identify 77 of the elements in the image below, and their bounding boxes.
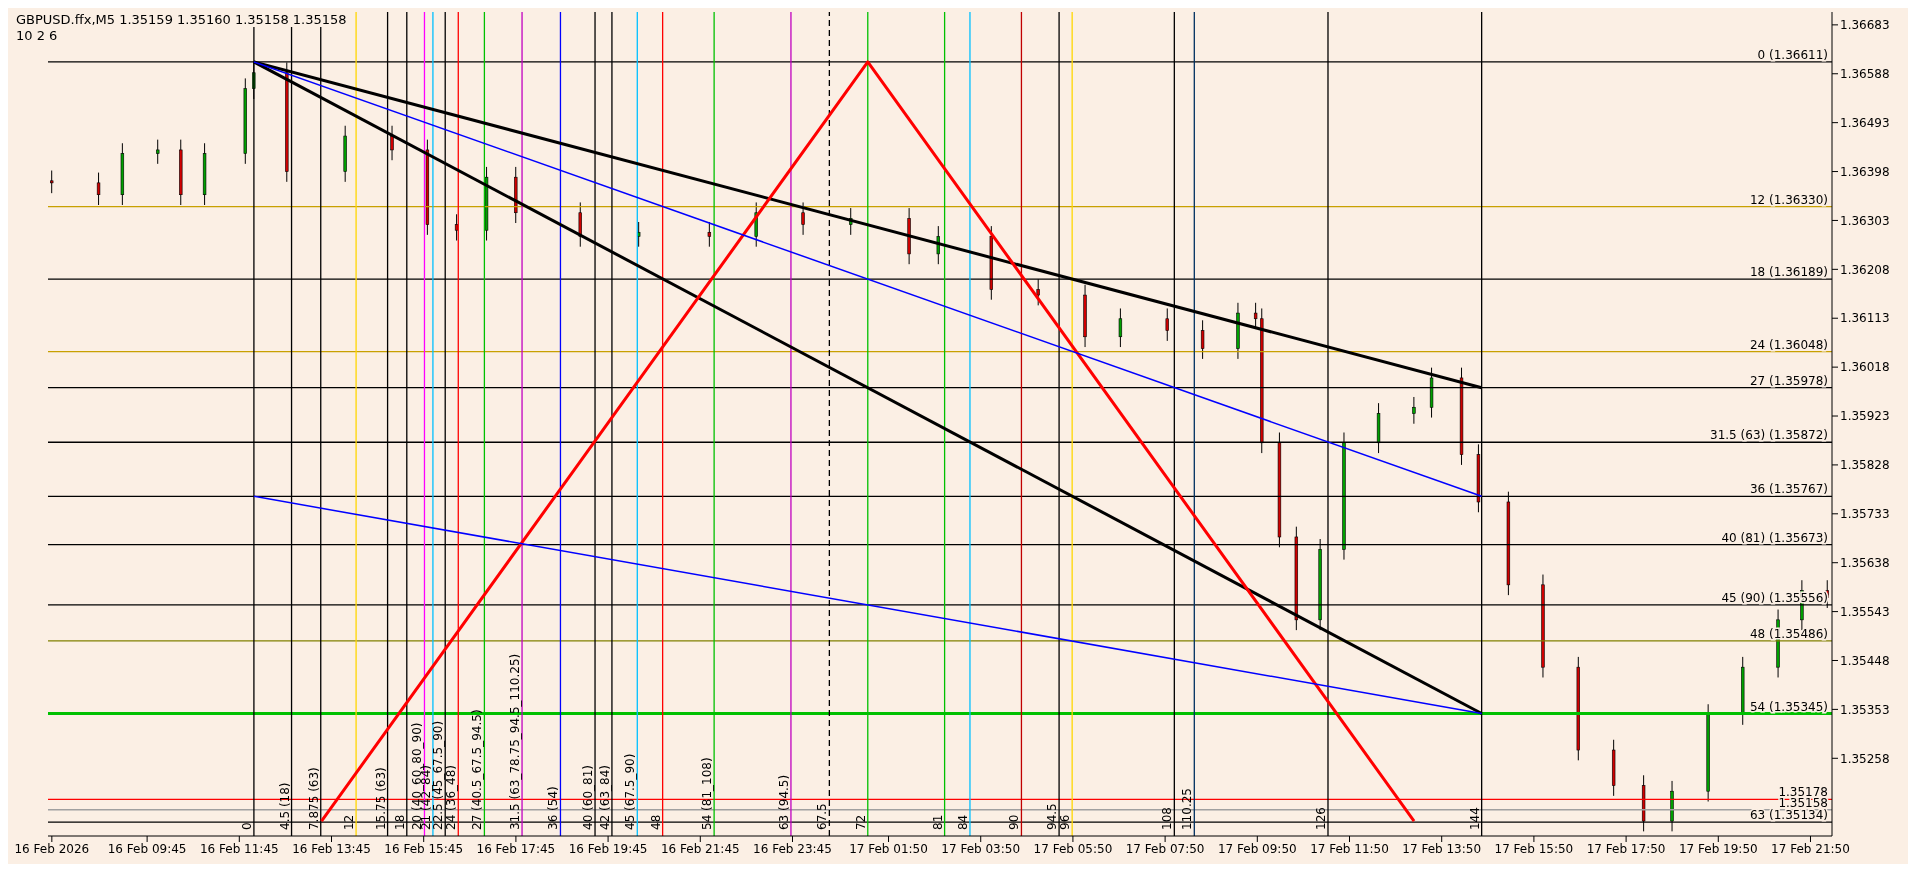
y-tick-label: 1.35543 [1840, 604, 1890, 619]
ref-line-label: 0 (1.36611) [1757, 47, 1828, 62]
ref-line-label: 81 [930, 814, 945, 830]
x-tick-label: 16 Feb 21:45 [660, 841, 740, 856]
x-tick-label: 16 Feb 09:45 [107, 841, 187, 856]
ref-line-label: 72 [853, 814, 868, 830]
ref-line-label: 0 [239, 822, 254, 830]
ref-line-label: 110.25 [1180, 788, 1195, 830]
ref-line-label: 40 (60_81) [581, 765, 596, 830]
ref-line-label: 12 (1.36330) [1749, 192, 1828, 207]
ref-line-label: 31.5 (63_78.75_94.5_110.25) [508, 653, 523, 830]
y-tick-label: 1.35733 [1840, 507, 1890, 522]
ref-line-label: 27 (40.5_67.5_94.5) [470, 709, 485, 830]
ref-line-label: 18 (1.36189) [1749, 265, 1828, 280]
y-tick-label: 1.35828 [1840, 458, 1890, 473]
ref-line-label: 24 (36_48) [444, 765, 459, 830]
y-tick-label: 1.36113 [1840, 311, 1890, 326]
y-tick-label: 1.36588 [1840, 67, 1890, 82]
ref-line-label: 54 (1.35345) [1749, 699, 1828, 714]
ref-line-label: 67.5 [815, 803, 830, 830]
y-tick-label: 1.36208 [1840, 262, 1890, 277]
ref-line-label: 94.5 [1045, 803, 1060, 830]
x-tick-label: 16 Feb 15:45 [384, 841, 464, 856]
chart-title: GBPUSD.ffx,M5 1.35159 1.35160 1.35158 1.35158 [16, 12, 347, 27]
ref-line-label: 24 (1.36048) [1749, 337, 1828, 352]
x-tick-label: 16 Feb 19:45 [568, 841, 648, 856]
ref-line-label: 90 [1007, 814, 1022, 830]
ref-line-label: 54 (81_108) [700, 757, 715, 830]
ref-line-label: 96 [1058, 814, 1073, 830]
ref-line-label: 40 (81) (1.35673) [1721, 530, 1828, 545]
ref-line-label: 12 [342, 814, 357, 830]
ref-line-label: 1.35158 [1778, 795, 1828, 810]
ref-line-label: 63 (1.35134) [1749, 808, 1828, 823]
y-tick-label: 1.36303 [1840, 213, 1890, 228]
y-tick-label: 1.35258 [1840, 751, 1890, 766]
y-tick-label: 1.35353 [1840, 702, 1890, 717]
ref-line-label: 7.875 (63) [306, 767, 321, 830]
ref-line-label: 27 (1.35978) [1749, 373, 1828, 388]
ref-line-label: 144 [1467, 807, 1482, 830]
annotation: 10 2 6 [16, 28, 58, 43]
ref-line-label: 36 (1.35767) [1749, 482, 1828, 497]
ref-line-label: 4.5 (18) [277, 782, 292, 830]
x-tick-label: 16 Feb 2026 [14, 841, 90, 856]
x-tick-label: 17 Feb 11:50 [1310, 841, 1389, 856]
x-tick-label: 17 Feb 19:50 [1678, 841, 1758, 856]
ref-line-label: 63 (94.5) [776, 774, 791, 830]
ref-line-label: 36 (54) [546, 786, 561, 830]
ref-line-label: 84 [955, 814, 970, 830]
ref-line-label: 15.75 (63) [373, 767, 388, 830]
x-tick-label: 17 Feb 17:50 [1586, 841, 1666, 856]
x-tick-label: 17 Feb 15:50 [1494, 841, 1574, 856]
y-tick-label: 1.36493 [1840, 115, 1890, 130]
x-tick-label: 17 Feb 13:50 [1402, 841, 1482, 856]
ref-line-label: 18 [392, 814, 407, 830]
y-tick-label: 1.36018 [1840, 360, 1890, 375]
x-tick-label: 17 Feb 01:50 [849, 841, 928, 856]
ref-line-label: 126 [1313, 807, 1328, 830]
ref-line-label: 48 [648, 814, 663, 830]
x-tick-label: 16 Feb 17:45 [476, 841, 556, 856]
x-tick-label: 16 Feb 23:45 [753, 841, 832, 856]
y-tick-label: 1.36398 [1840, 164, 1890, 179]
x-tick-label: 17 Feb 05:50 [1033, 841, 1113, 856]
x-tick-label: 16 Feb 13:45 [292, 841, 371, 856]
x-tick-label: 17 Feb 03:50 [941, 841, 1021, 856]
y-tick-label: 1.35923 [1840, 409, 1890, 424]
ref-line-label: 45 (67.5_90) [623, 753, 638, 830]
y-tick-label: 1.35448 [1840, 653, 1890, 668]
y-tick-label: 1.36683 [1840, 18, 1890, 33]
ref-line-label: 31.5 (63) (1.35872) [1710, 428, 1828, 443]
x-tick-label: 17 Feb 21:50 [1771, 841, 1850, 856]
ref-line-label: 108 [1160, 807, 1175, 830]
ref-line-label: 22.5 (45_67.5_90) [431, 720, 446, 830]
x-tick-label: 16 Feb 11:45 [199, 841, 279, 856]
y-tick-label: 1.35638 [1840, 555, 1890, 570]
ref-line-label: 42 (63_84) [597, 765, 612, 830]
x-tick-label: 17 Feb 07:50 [1125, 841, 1205, 856]
x-tick-label: 17 Feb 09:50 [1217, 841, 1297, 856]
